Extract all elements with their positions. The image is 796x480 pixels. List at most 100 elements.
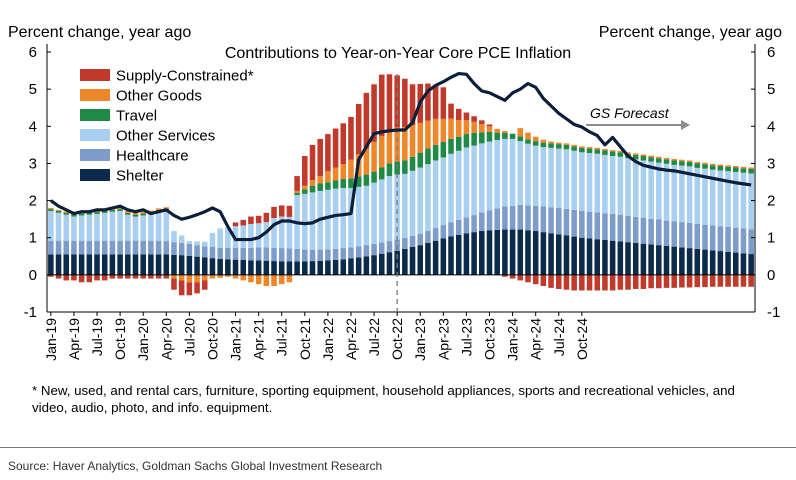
xtick-label-Jan-21: Jan-21: [228, 318, 244, 361]
bar-supply-constrained--90: [740, 274, 747, 287]
bar-supply-constrained--43: [378, 74, 385, 136]
bar-supply-constrained--80: [663, 274, 670, 288]
bar-other-services-78: [648, 161, 654, 219]
bar-shelter-89: [732, 252, 739, 275]
bar-travel-0: [48, 209, 54, 211]
bar-supply-constrained--77: [640, 274, 647, 289]
bar-shelter-32: [294, 261, 300, 275]
bar-travel-68: [571, 146, 577, 151]
bar-healthcare-82: [679, 222, 685, 248]
bar-other-goods-83: [686, 160, 693, 162]
bar-travel-6: [94, 212, 100, 214]
bar-other-goods-25: [240, 274, 247, 281]
bar-other-goods-12: [140, 212, 146, 214]
bar-other-services-3: [71, 216, 77, 241]
bar-healthcare-63: [532, 205, 539, 232]
bar-shelter-73: [609, 240, 616, 275]
bar-shelter-59: [502, 229, 508, 275]
bar-shelter-26: [248, 260, 254, 275]
xtick-label-Apr-21: Apr-21: [251, 318, 267, 360]
bar-healthcare-86: [709, 225, 716, 251]
bar-other-services-30: [278, 216, 285, 249]
bar-supply-constrained--55: [471, 116, 477, 122]
bar-other-services-57: [486, 141, 493, 211]
bar-travel-66: [555, 144, 562, 149]
bar-other-goods-64: [540, 139, 547, 143]
bar-other-services-13: [148, 213, 154, 241]
bar-healthcare-4: [78, 240, 85, 255]
bar-travel-55: [471, 132, 477, 146]
bar-travel-59: [502, 132, 508, 139]
ytick-right-label-0: 0: [767, 267, 775, 284]
bar-other-goods-37: [332, 167, 339, 181]
bar-supply-constrained--39: [348, 117, 354, 160]
bar-shelter-41: [363, 256, 370, 275]
bar-other-services-14: [155, 211, 162, 241]
bar-healthcare-34: [309, 249, 316, 262]
bar-other-goods-88: [725, 165, 731, 167]
bar-shelter-75: [625, 242, 631, 275]
bar-healthcare-14: [155, 240, 162, 255]
bar-shelter-30: [278, 261, 285, 275]
bar-other-services-19: [194, 241, 200, 246]
bar-travel-88: [725, 166, 731, 172]
bar-healthcare-62: [525, 205, 531, 231]
bar-other-services-68: [571, 150, 577, 210]
bar-supply-constrained--66: [555, 274, 562, 289]
bar-supply-constrained--84: [694, 274, 701, 288]
bar-travel-74: [617, 152, 624, 157]
bar-healthcare-33: [302, 249, 308, 262]
bar-healthcare-27: [255, 247, 262, 261]
bar-other-goods-69: [579, 146, 585, 148]
bar-other-goods-90: [740, 166, 747, 169]
bar-other-services-85: [702, 168, 708, 225]
bar-other-services-38: [340, 187, 347, 249]
bar-shelter-45: [394, 250, 400, 275]
bar-supply-constrained--33: [302, 156, 308, 186]
bar-healthcare-2: [63, 240, 70, 255]
bar-travel-85: [702, 164, 708, 169]
bar-other-services-10: [125, 214, 131, 241]
bar-healthcare-54: [463, 217, 470, 234]
bar-travel-1: [55, 210, 62, 213]
footnote: * New, used, and rental cars, furniture,…: [32, 383, 735, 415]
bar-shelter-8: [109, 254, 116, 275]
bar-supply-constrained--62: [525, 274, 531, 283]
legend-label-other-services: Other Services: [116, 128, 215, 145]
bar-supply-constrained--85: [702, 274, 708, 288]
bar-shelter-56: [479, 231, 485, 275]
bar-supply-constrained--46: [402, 78, 408, 128]
ytick-right-label-4: 4: [767, 118, 775, 135]
bar-shelter-36: [325, 260, 331, 275]
bar-shelter-85: [702, 249, 708, 275]
xtick-label-Oct-24: Oct-24: [574, 318, 590, 360]
bar-healthcare-51: [440, 225, 447, 239]
bar-other-goods-80: [663, 157, 670, 160]
bar-travel-60: [509, 133, 516, 139]
bar-travel-65: [548, 143, 554, 148]
bar-shelter-18: [186, 255, 193, 275]
bar-other-services-70: [586, 153, 593, 212]
ytick-right-label--1: -1: [767, 304, 780, 321]
bar-other-services-50: [432, 160, 439, 229]
bar-other-services-21: [209, 232, 216, 247]
bar-supply-constrained--5: [86, 274, 93, 283]
bar-other-goods-53: [455, 119, 462, 137]
legend-swatch-travel: [80, 109, 110, 121]
bar-supply-constrained--73: [609, 274, 616, 291]
bar-travel-69: [579, 147, 585, 153]
bar-other-goods-67: [563, 143, 570, 145]
xtick-label-Jan-20: Jan-20: [135, 318, 151, 361]
xtick-label-Apr-24: Apr-24: [528, 318, 544, 360]
bar-other-services-40: [355, 186, 362, 247]
bar-healthcare-77: [640, 217, 647, 244]
bar-other-goods-50: [432, 118, 439, 145]
bar-supply-constrained--30: [278, 205, 285, 217]
bar-other-services-60: [509, 138, 516, 206]
bar-healthcare-88: [725, 226, 731, 252]
bar-other-goods-86: [709, 163, 716, 166]
bar-other-services-45: [394, 174, 400, 240]
bar-other-services-82: [679, 165, 685, 223]
core-pce-line: [49, 71, 752, 242]
bar-other-goods-17: [178, 274, 185, 281]
